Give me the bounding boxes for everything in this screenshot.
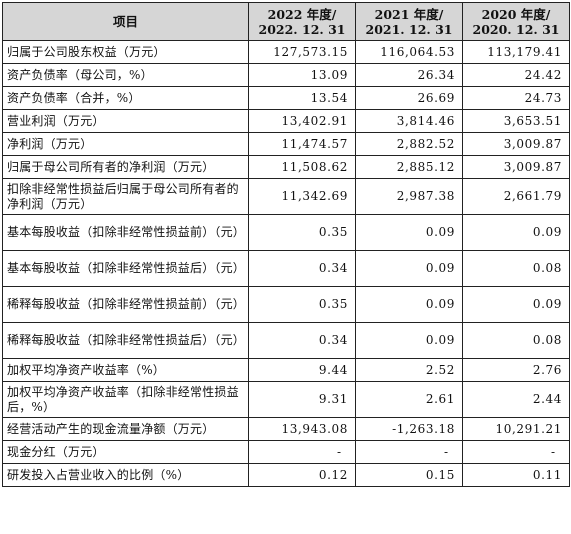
value-2022: 13.09 xyxy=(248,63,356,87)
table-row: 现金分红（万元） - - - xyxy=(2,440,570,464)
row-label: 研发投入占营业收入的比例（%） xyxy=(2,463,249,487)
value-2021: 0.15 xyxy=(355,463,463,487)
value-2022: 0.35 xyxy=(248,286,356,323)
value-2021: 26.69 xyxy=(355,86,463,110)
value-2022: 11,508.62 xyxy=(248,155,356,179)
row-label: 归属于母公司所有者的净利润（万元） xyxy=(2,155,249,179)
value-2020: 0.08 xyxy=(462,250,570,287)
header-2021-date: 2021. 12. 31 xyxy=(365,21,453,37)
value-2021: 0.09 xyxy=(355,322,463,359)
table-row: 营业利润（万元） 13,402.91 3,814.46 3,653.51 xyxy=(2,109,570,133)
row-label: 净利润（万元） xyxy=(2,132,249,156)
value-2022: 0.34 xyxy=(248,322,356,359)
financial-indicators-table: 项目 2022 年度/ 2022. 12. 31 2021 年度/ 2021. … xyxy=(2,2,570,487)
header-2022-year: 2022 年度/ xyxy=(267,6,337,22)
value-2021: 116,064.53 xyxy=(355,40,463,64)
header-2021-year: 2021 年度/ xyxy=(374,6,444,22)
value-2021: 3,814.46 xyxy=(355,109,463,133)
header-2022-date: 2022. 12. 31 xyxy=(258,21,346,37)
value-2021: 26.34 xyxy=(355,63,463,87)
header-2020: 2020 年度/ 2020. 12. 31 xyxy=(462,2,570,41)
table-row: 资产负债率（母公司，%） 13.09 26.34 24.42 xyxy=(2,63,570,87)
value-2021: 0.09 xyxy=(355,250,463,287)
value-2020: 2.44 xyxy=(462,381,570,418)
table-row: 经营活动产生的现金流量净额（万元） 13,943.08 -1,263.18 10… xyxy=(2,417,570,441)
value-2022: 9.31 xyxy=(248,381,356,418)
table-row: 稀释每股收益（扣除非经常性损益后）（元） 0.34 0.09 0.08 xyxy=(2,322,570,359)
value-2022: 13.54 xyxy=(248,86,356,110)
value-2020: 0.08 xyxy=(462,322,570,359)
value-2022: - xyxy=(248,440,356,464)
value-2022: 0.12 xyxy=(248,463,356,487)
value-2022: 0.35 xyxy=(248,214,356,251)
header-2020-year: 2020 年度/ xyxy=(481,6,551,22)
value-2022: 11,342.69 xyxy=(248,178,356,215)
value-2020: 3,009.87 xyxy=(462,155,570,179)
header-item-label: 项目 xyxy=(112,14,138,29)
value-2020: - xyxy=(462,440,570,464)
row-label: 加权平均净资产收益率（扣除非经常性损益后，%） xyxy=(2,381,249,418)
value-2020: 2.76 xyxy=(462,358,570,382)
value-2022: 13,402.91 xyxy=(248,109,356,133)
row-label: 基本每股收益（扣除非经常性损益前）（元） xyxy=(2,214,249,251)
row-label: 经营活动产生的现金流量净额（万元） xyxy=(2,417,249,441)
row-label: 现金分红（万元） xyxy=(2,440,249,464)
value-2020: 0.09 xyxy=(462,214,570,251)
value-2021: 2,882.52 xyxy=(355,132,463,156)
value-2021: 2,885.12 xyxy=(355,155,463,179)
table-row: 研发投入占营业收入的比例（%） 0.12 0.15 0.11 xyxy=(2,463,570,487)
row-label: 加权平均净资产收益率（%） xyxy=(2,358,249,382)
value-2022: 0.34 xyxy=(248,250,356,287)
table-row: 归属于公司股东权益（万元） 127,573.15 116,064.53 113,… xyxy=(2,40,570,64)
table-row: 净利润（万元） 11,474.57 2,882.52 3,009.87 xyxy=(2,132,570,156)
value-2022: 9.44 xyxy=(248,358,356,382)
value-2020: 0.11 xyxy=(462,463,570,487)
row-label: 资产负债率（合并，%） xyxy=(2,86,249,110)
value-2021: - xyxy=(355,440,463,464)
row-label: 基本每股收益（扣除非经常性损益后）（元） xyxy=(2,250,249,287)
header-2020-date: 2020. 12. 31 xyxy=(472,21,560,37)
header-row: 项目 2022 年度/ 2022. 12. 31 2021 年度/ 2021. … xyxy=(2,2,570,41)
table-row: 加权平均净资产收益率（扣除非经常性损益后，%） 9.31 2.61 2.44 xyxy=(2,381,570,418)
header-2022: 2022 年度/ 2022. 12. 31 xyxy=(248,2,356,41)
row-label: 稀释每股收益（扣除非经常性损益前）（元） xyxy=(2,286,249,323)
table-row: 基本每股收益（扣除非经常性损益后）（元） 0.34 0.09 0.08 xyxy=(2,250,570,287)
value-2022: 127,573.15 xyxy=(248,40,356,64)
value-2022: 13,943.08 xyxy=(248,417,356,441)
table-row: 扣除非经常性损益后归属于母公司所有者的净利润（万元） 11,342.69 2,9… xyxy=(2,178,570,215)
value-2020: 10,291.21 xyxy=(462,417,570,441)
value-2020: 3,653.51 xyxy=(462,109,570,133)
table-row: 资产负债率（合并，%） 13.54 26.69 24.73 xyxy=(2,86,570,110)
row-label: 归属于公司股东权益（万元） xyxy=(2,40,249,64)
value-2021: -1,263.18 xyxy=(355,417,463,441)
table-row: 稀释每股收益（扣除非经常性损益前）（元） 0.35 0.09 0.09 xyxy=(2,286,570,323)
value-2021: 2.52 xyxy=(355,358,463,382)
value-2021: 0.09 xyxy=(355,286,463,323)
header-2021: 2021 年度/ 2021. 12. 31 xyxy=(355,2,463,41)
value-2021: 2.61 xyxy=(355,381,463,418)
row-label: 稀释每股收益（扣除非经常性损益后）（元） xyxy=(2,322,249,359)
value-2022: 11,474.57 xyxy=(248,132,356,156)
value-2020: 24.73 xyxy=(462,86,570,110)
value-2021: 2,987.38 xyxy=(355,178,463,215)
value-2020: 24.42 xyxy=(462,63,570,87)
value-2020: 113,179.41 xyxy=(462,40,570,64)
row-label: 资产负债率（母公司，%） xyxy=(2,63,249,87)
row-label: 营业利润（万元） xyxy=(2,109,249,133)
value-2020: 3,009.87 xyxy=(462,132,570,156)
table-row: 基本每股收益（扣除非经常性损益前）（元） 0.35 0.09 0.09 xyxy=(2,214,570,251)
row-label: 扣除非经常性损益后归属于母公司所有者的净利润（万元） xyxy=(2,178,249,215)
table-row: 加权平均净资产收益率（%） 9.44 2.52 2.76 xyxy=(2,358,570,382)
value-2020: 2,661.79 xyxy=(462,178,570,215)
value-2020: 0.09 xyxy=(462,286,570,323)
header-item: 项目 xyxy=(2,2,249,41)
value-2021: 0.09 xyxy=(355,214,463,251)
table-row: 归属于母公司所有者的净利润（万元） 11,508.62 2,885.12 3,0… xyxy=(2,155,570,179)
